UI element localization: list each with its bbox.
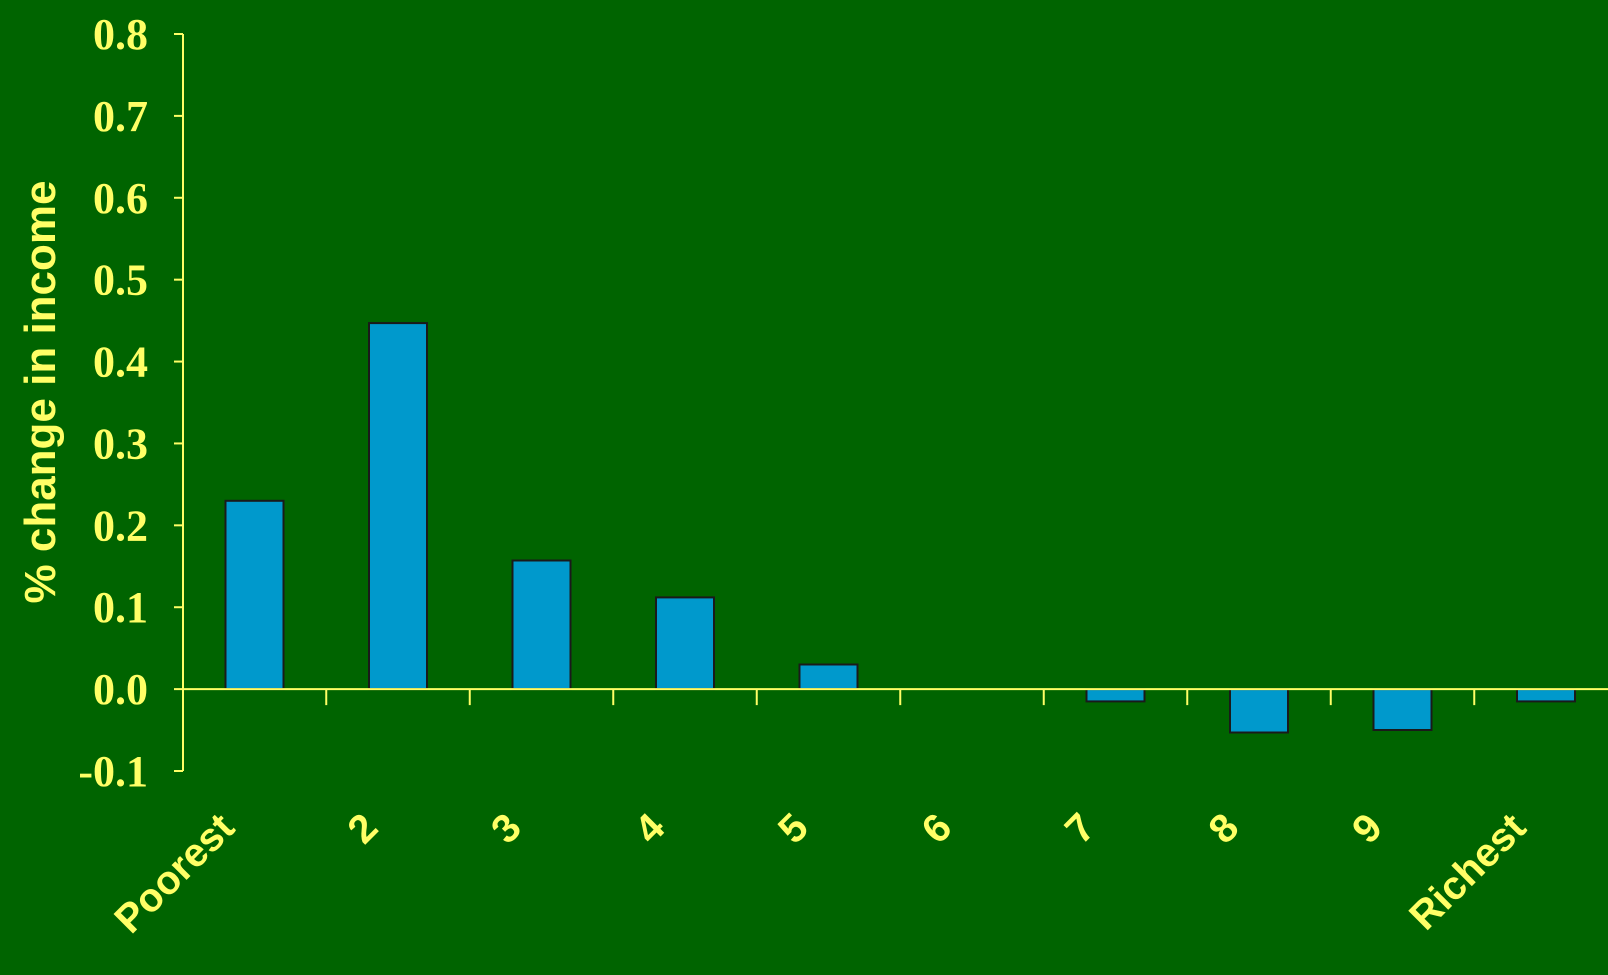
bar-7: [1085, 688, 1146, 703]
y-tick-label: 0.8: [93, 10, 148, 59]
y-tick-label: -0.1: [78, 747, 148, 796]
y-tick-label: 0.7: [93, 92, 148, 141]
x-tick-label-9: 9: [1344, 805, 1391, 852]
bar-3: [511, 559, 572, 691]
x-tick-labels: Poorest 2 3 4 5 6 7 8 9 Richest: [106, 805, 1534, 942]
bar-9: [1372, 688, 1433, 731]
x-tick-label-6: 6: [914, 805, 961, 852]
bars-group: [224, 322, 1576, 734]
bar-8: [1229, 688, 1289, 734]
x-tick-label-4: 4: [627, 805, 674, 852]
x-tick-label-2: 2: [340, 805, 387, 852]
x-tick-label-richest: Richest: [1401, 805, 1534, 938]
x-tick-label-3: 3: [483, 805, 530, 852]
x-tick-label-5: 5: [770, 805, 817, 852]
y-tick-label: 0.3: [93, 419, 148, 468]
bar-4: [655, 596, 715, 691]
y-tick-label: 0.5: [93, 256, 148, 305]
x-tick-label-7: 7: [1057, 805, 1104, 852]
y-tick-labels: -0.1 0.0 0.1 0.2 0.3 0.4 0.5 0.6 0.7 0.8: [78, 10, 148, 796]
bar-5: [798, 663, 859, 691]
bar-richest: [1516, 688, 1576, 703]
x-tick-label-poorest: Poorest: [106, 805, 242, 941]
y-tick-label: 0.4: [93, 338, 148, 387]
bar-poorest: [224, 499, 285, 691]
y-axis-title: % change in income: [16, 181, 65, 604]
y-tick-label: 0.0: [93, 665, 148, 714]
y-tick-label: 0.6: [93, 174, 148, 223]
x-tick-label-8: 8: [1201, 805, 1248, 852]
bar-2: [368, 322, 428, 691]
axes-group: [174, 33, 1608, 772]
y-tick-label: 0.1: [93, 583, 148, 632]
y-tick-label: 0.2: [93, 501, 148, 550]
